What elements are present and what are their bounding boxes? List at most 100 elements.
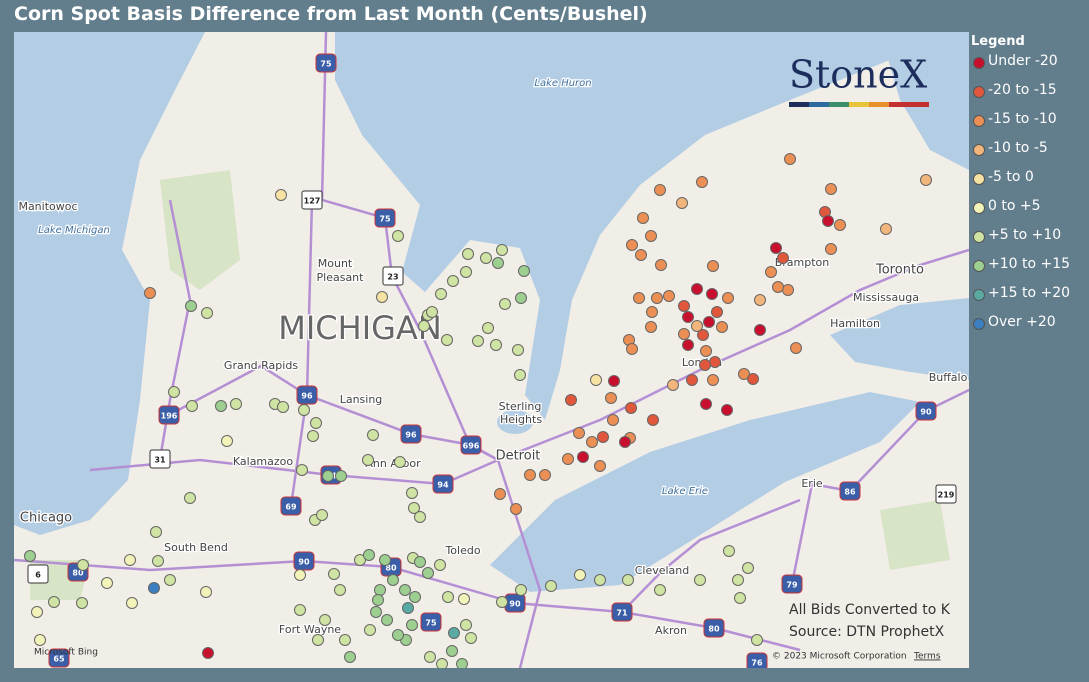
legend-item[interactable]: -5 to 0 [971,169,1070,198]
bid-location[interactable] [825,183,837,195]
bid-location[interactable] [654,184,666,196]
legend-item[interactable]: +10 to +15 [971,256,1070,285]
bid-location[interactable] [703,316,715,328]
legend-item[interactable]: +15 to +20 [971,285,1070,314]
bid-location[interactable] [362,454,374,466]
bid-location[interactable] [545,580,557,592]
bid-location[interactable] [626,239,638,251]
bid-location[interactable] [399,584,411,596]
bid-location[interactable] [426,306,438,318]
bid-location[interactable] [312,634,324,646]
bid-location[interactable] [770,242,782,254]
bid-location[interactable] [34,634,46,646]
bid-location[interactable] [339,634,351,646]
bid-location[interactable] [645,321,657,333]
bid-location[interactable] [490,339,502,351]
bid-location[interactable] [316,509,328,521]
bid-location[interactable] [364,624,376,636]
bid-location[interactable] [751,634,763,646]
bid-location[interactable] [422,567,434,579]
bid-location[interactable] [754,324,766,336]
bid-location[interactable] [496,244,508,256]
bid-location[interactable] [215,400,227,412]
bid-location[interactable] [447,275,459,287]
bid-location[interactable] [654,584,666,596]
bid-location[interactable] [126,597,138,609]
bid-location[interactable] [822,215,834,227]
bid-location[interactable] [512,344,524,356]
bid-location[interactable] [436,658,448,669]
bid-location[interactable] [150,526,162,538]
bid-location[interactable] [124,554,136,566]
bid-location[interactable] [48,596,60,608]
bid-location[interactable] [678,300,690,312]
bid-location[interactable] [825,243,837,255]
bid-location[interactable] [442,591,454,603]
bid-location[interactable] [408,502,420,514]
bid-location[interactable] [344,651,356,663]
bid-location[interactable] [322,470,334,482]
bid-location[interactable] [637,212,649,224]
bid-location[interactable] [734,592,746,604]
bid-location[interactable] [446,645,458,657]
legend-item[interactable]: 0 to +5 [971,198,1070,227]
bid-location[interactable] [920,174,932,186]
bid-location[interactable] [707,374,719,386]
bid-location[interactable] [699,359,711,371]
bid-location[interactable] [392,230,404,242]
bid-location[interactable] [185,300,197,312]
bid-location[interactable] [633,292,645,304]
bid-location[interactable] [465,632,477,644]
bid-location[interactable] [372,594,384,606]
bid-location[interactable] [700,345,712,357]
bid-location[interactable] [574,569,586,581]
bid-location[interactable] [148,582,160,594]
bid-location[interactable] [494,488,506,500]
bid-location[interactable] [682,339,694,351]
map[interactable]: StoneX Lake Huron Manitowoc Lake Michigan M… [14,32,969,668]
bid-location[interactable] [782,284,794,296]
bid-location[interactable] [697,329,709,341]
bid-location[interactable] [202,647,214,659]
bid-location[interactable] [706,288,718,300]
bid-location[interactable] [370,606,382,618]
bid-location[interactable] [605,392,617,404]
bid-location[interactable] [784,153,796,165]
bid-location[interactable] [834,219,846,231]
bid-location[interactable] [524,469,536,481]
bid-location[interactable] [723,545,735,557]
bid-location[interactable] [460,619,472,631]
bid-location[interactable] [622,574,634,586]
bid-location[interactable] [186,400,198,412]
bid-location[interactable] [277,401,289,413]
bid-location[interactable] [294,569,306,581]
bid-location[interactable] [594,460,606,472]
bid-location[interactable] [363,549,375,561]
bid-location[interactable] [414,511,426,523]
legend-item[interactable]: -15 to -10 [971,111,1070,140]
bid-location[interactable] [482,322,494,334]
bid-location[interactable] [716,321,728,333]
bid-location[interactable] [577,451,589,463]
bid-location[interactable] [499,298,511,310]
bid-location[interactable] [367,429,379,441]
bid-location[interactable] [144,287,156,299]
bid-location[interactable] [696,176,708,188]
bid-location[interactable] [747,373,759,385]
bid-location[interactable] [307,430,319,442]
bid-location[interactable] [663,290,675,302]
bid-location[interactable] [354,554,366,566]
bid-location[interactable] [562,453,574,465]
bid-location[interactable] [738,368,750,380]
bid-location[interactable] [772,281,784,293]
bid-location[interactable] [76,597,88,609]
bid-location[interactable] [790,342,802,354]
bid-location[interactable] [722,292,734,304]
bid-location[interactable] [379,554,391,566]
bid-location[interactable] [230,398,242,410]
bid-location[interactable] [294,604,306,616]
legend-item[interactable]: -20 to -15 [971,82,1070,111]
bid-location[interactable] [625,402,637,414]
bid-location[interactable] [647,414,659,426]
bid-location[interactable] [732,574,744,586]
